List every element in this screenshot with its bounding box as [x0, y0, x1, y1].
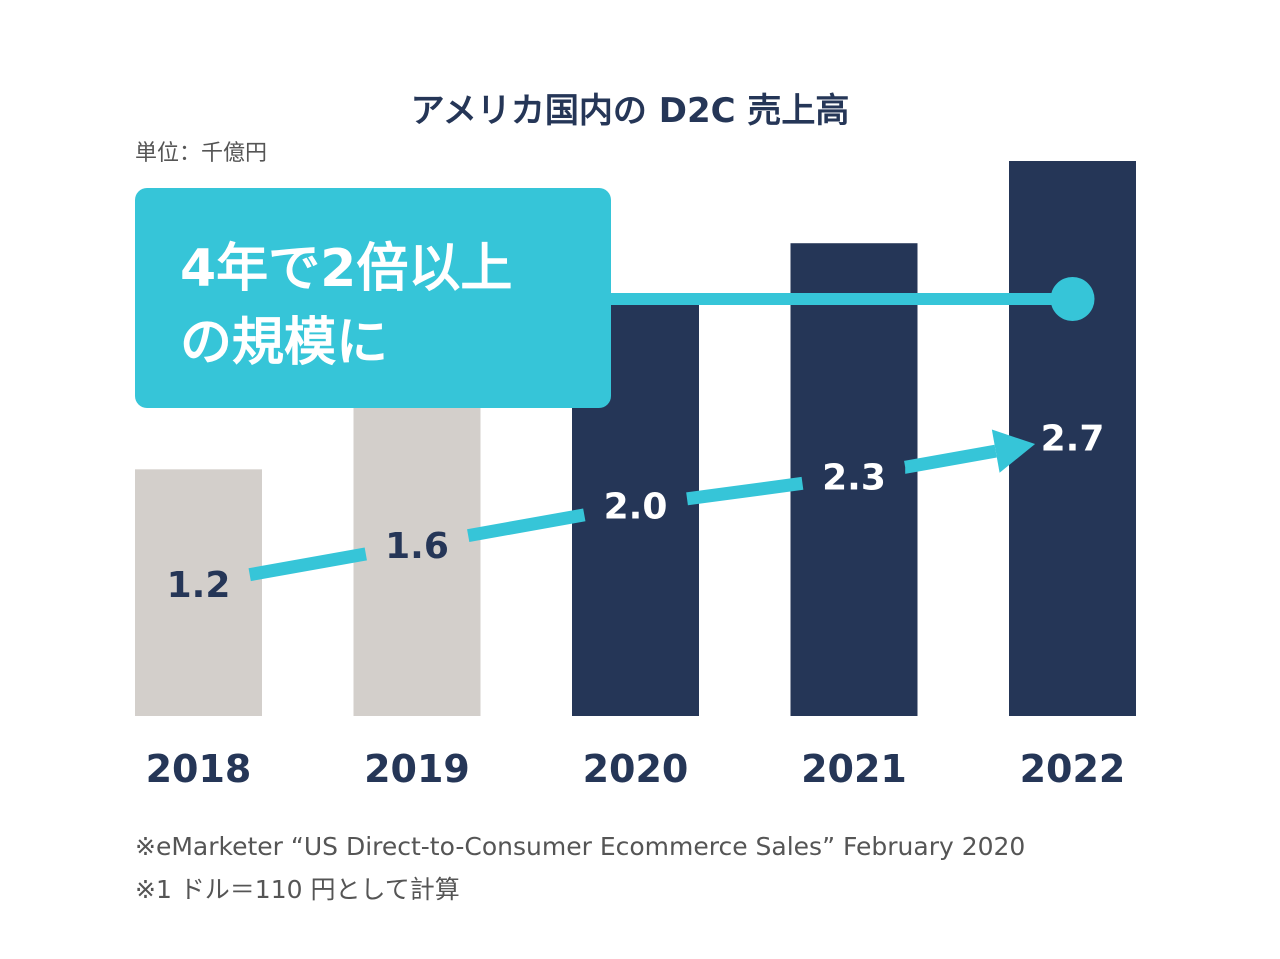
value-label-2020: 2.0: [604, 487, 668, 528]
callout-line-2: の規模に: [180, 313, 388, 373]
value-labels-group: 1.2 1.6 2.0 2.3 2.7: [167, 418, 1105, 605]
bars-group: [135, 161, 1136, 716]
bar-2021: [790, 243, 918, 716]
overlay-group: 4年で2倍以上 の規模に: [135, 188, 1095, 582]
reference-dot: [1050, 277, 1095, 321]
source-note: ※eMarketer “US Direct-to-Consumer Ecomme…: [135, 832, 1025, 861]
year-labels-group: 2018 2019 2020 2021 2022: [146, 747, 1126, 791]
year-label-2018: 2018: [146, 747, 252, 791]
unit-label: 単位：千億円: [135, 141, 267, 166]
callout-box: [135, 188, 611, 408]
year-label-2022: 2022: [1020, 747, 1126, 791]
chart-title: アメリカ国内の D2C 売上高: [411, 91, 850, 131]
year-label-2019: 2019: [364, 747, 470, 791]
callout-line-1: 4年で2倍以上: [180, 239, 512, 299]
year-label-2020: 2020: [583, 747, 689, 791]
value-label-2022: 2.7: [1041, 418, 1105, 459]
bar-2019: [353, 387, 481, 716]
year-label-2021: 2021: [801, 747, 907, 791]
bar-2018: [135, 469, 262, 716]
value-label-2021: 2.3: [822, 457, 886, 498]
bar-2022: [1009, 161, 1136, 716]
value-label-2019: 1.6: [385, 526, 449, 567]
value-label-2018: 1.2: [167, 565, 231, 606]
trend-arrow-head: [991, 429, 1036, 473]
exchange-rate-note: ※1 ドル＝110 円として計算: [135, 875, 460, 904]
